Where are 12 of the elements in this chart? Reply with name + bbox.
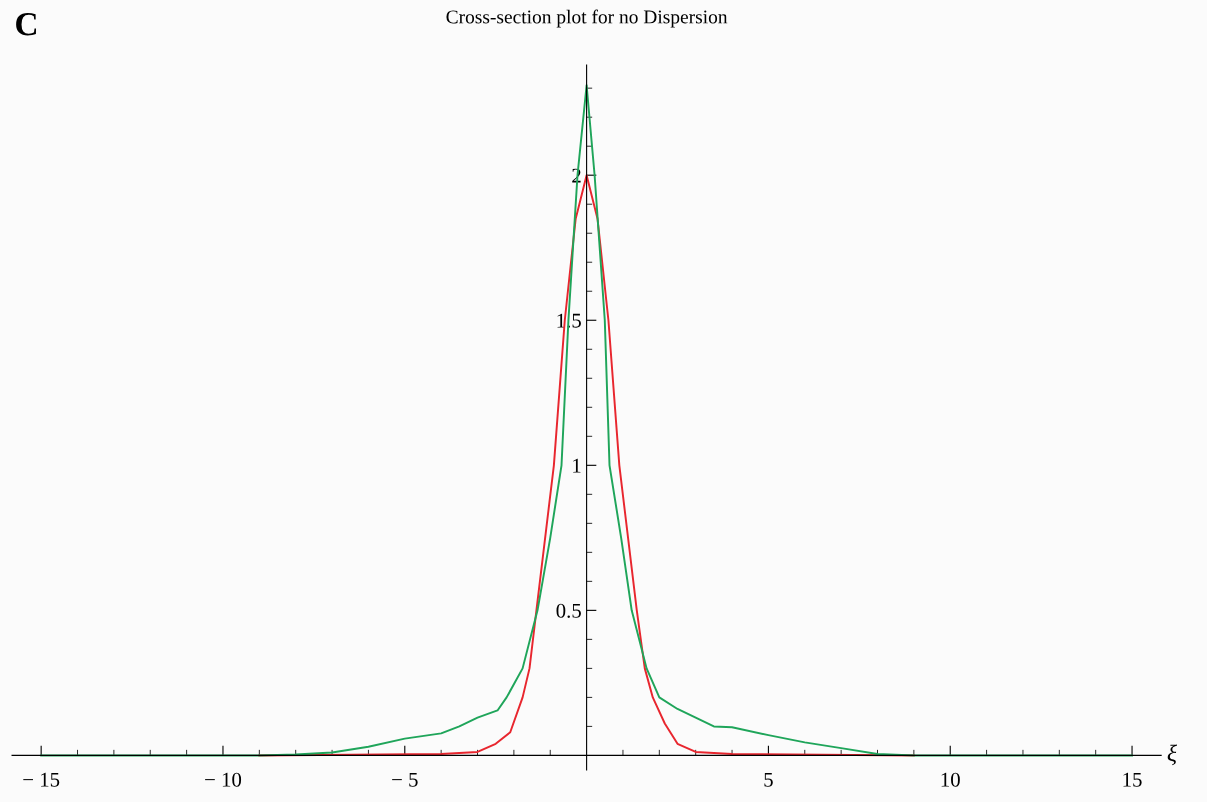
x-tick-label: 15 [1123, 772, 1142, 787]
line-series [40, 84, 1134, 757]
x-axis-title: ξ [1167, 744, 1177, 766]
text: C [16, 13, 37, 36]
x-tick-label: − 15 [23, 772, 60, 787]
x-tick-label: 10 [941, 772, 960, 787]
x-tick-label: − 10 [205, 772, 242, 787]
chart-title: Cross-section plot for no Dispersion [446, 9, 728, 28]
y-tick-label: 1 [573, 458, 581, 473]
x-tick-label: − 5 [392, 772, 418, 787]
x-tick-label: 5 [764, 772, 773, 787]
y-tick-label: 0.5 [556, 603, 581, 618]
